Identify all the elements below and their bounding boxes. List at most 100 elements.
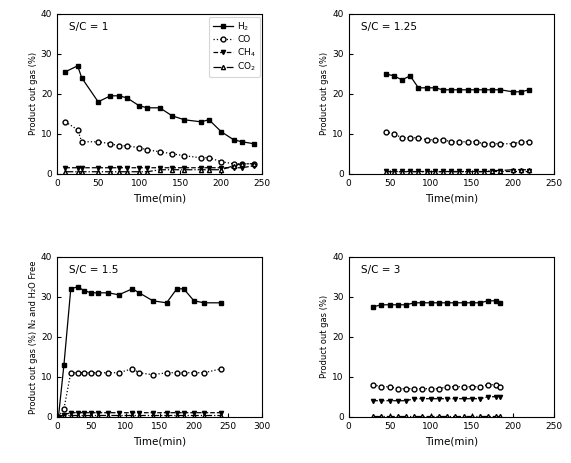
CO: [456, 139, 463, 144]
H$_2$: [382, 71, 389, 76]
Y-axis label: Product out gas (%): Product out gas (%): [29, 52, 38, 135]
Line: CO$_2$: CO$_2$: [384, 168, 532, 174]
H$_2$: [136, 290, 143, 295]
CO: [55, 414, 62, 419]
CO: [67, 370, 74, 375]
Line: H$_2$: H$_2$: [384, 72, 532, 94]
CO$_2$: [206, 167, 212, 173]
H$_2$: [218, 300, 225, 306]
H$_2$: [144, 105, 151, 111]
H$_2$: [81, 288, 88, 294]
CH$_4$: [107, 165, 114, 170]
Legend: H$_2$, CO, CH$_4$, CO$_2$: H$_2$, CO, CH$_4$, CO$_2$: [209, 17, 260, 77]
H$_2$: [129, 286, 136, 292]
CO$_2$: [61, 413, 67, 418]
CO: [180, 370, 187, 375]
Text: S/C = 1.25: S/C = 1.25: [361, 22, 417, 32]
CH$_4$: [95, 410, 102, 415]
CO$_2$: [431, 169, 438, 175]
H$_2$: [105, 290, 112, 295]
CO: [168, 151, 175, 156]
CH$_4$: [123, 165, 130, 170]
CH$_4$: [191, 410, 198, 415]
CH$_4$: [468, 396, 475, 401]
CH$_4$: [407, 168, 413, 173]
CO$_2$: [517, 167, 524, 173]
H$_2$: [201, 300, 208, 306]
CO$_2$: [485, 413, 492, 419]
CO$_2$: [95, 169, 102, 175]
CO: [427, 386, 434, 392]
Text: S/C = 3: S/C = 3: [361, 265, 400, 275]
CO$_2$: [181, 167, 188, 173]
CH$_4$: [444, 396, 451, 401]
H$_2$: [198, 119, 204, 125]
CO$_2$: [105, 413, 112, 418]
X-axis label: Time(min): Time(min): [425, 436, 478, 446]
CO: [74, 370, 81, 375]
CH$_4$: [95, 165, 102, 170]
CH$_4$: [481, 168, 488, 173]
H$_2$: [472, 87, 479, 93]
CO$_2$: [509, 167, 516, 173]
CO$_2$: [201, 413, 208, 418]
Line: CH$_4$: CH$_4$: [371, 394, 502, 403]
CO: [74, 127, 81, 132]
CH$_4$: [472, 168, 479, 173]
CO$_2$: [239, 161, 246, 167]
CO$_2$: [218, 413, 225, 418]
CH$_4$: [448, 168, 455, 173]
CH$_4$: [144, 165, 151, 170]
Line: CO: CO: [383, 129, 532, 146]
CO: [464, 139, 471, 144]
CO$_2$: [448, 169, 455, 175]
H$_2$: [370, 304, 377, 310]
H$_2$: [67, 286, 74, 292]
CH$_4$: [395, 398, 401, 403]
H$_2$: [481, 87, 488, 93]
CO: [95, 139, 102, 144]
CH$_4$: [477, 396, 484, 401]
Text: S/C = 1: S/C = 1: [70, 22, 109, 32]
CH$_4$: [156, 165, 163, 170]
CO$_2$: [497, 168, 504, 173]
CH$_4$: [415, 168, 422, 173]
CO: [468, 384, 475, 389]
H$_2$: [485, 298, 492, 304]
H$_2$: [468, 300, 475, 306]
CH$_4$: [382, 168, 389, 173]
CO$_2$: [456, 169, 463, 175]
CH$_4$: [88, 410, 95, 415]
CH$_4$: [419, 396, 426, 401]
H$_2$: [477, 300, 484, 306]
H$_2$: [150, 298, 156, 304]
CO$_2$: [230, 163, 237, 169]
H$_2$: [399, 77, 405, 82]
CO$_2$: [399, 169, 405, 175]
CO: [460, 384, 467, 389]
CO: [407, 135, 413, 141]
H$_2$: [115, 93, 122, 99]
Line: CO$_2$: CO$_2$: [57, 413, 223, 419]
CH$_4$: [67, 410, 74, 415]
CO: [452, 384, 459, 389]
H$_2$: [239, 139, 246, 144]
H$_2$: [497, 300, 504, 306]
H$_2$: [88, 290, 95, 295]
H$_2$: [415, 85, 422, 91]
CH$_4$: [115, 410, 122, 415]
CO$_2$: [62, 169, 69, 175]
CO$_2$: [407, 169, 413, 175]
H$_2$: [436, 300, 443, 306]
CO$_2$: [88, 413, 95, 418]
H$_2$: [180, 286, 187, 292]
CO$_2$: [168, 167, 175, 173]
H$_2$: [509, 89, 516, 94]
CO: [489, 141, 496, 147]
CH$_4$: [218, 410, 225, 415]
H$_2$: [431, 85, 438, 91]
CO$_2$: [180, 413, 187, 418]
CH$_4$: [136, 410, 143, 415]
H$_2$: [411, 300, 418, 306]
H$_2$: [460, 300, 467, 306]
